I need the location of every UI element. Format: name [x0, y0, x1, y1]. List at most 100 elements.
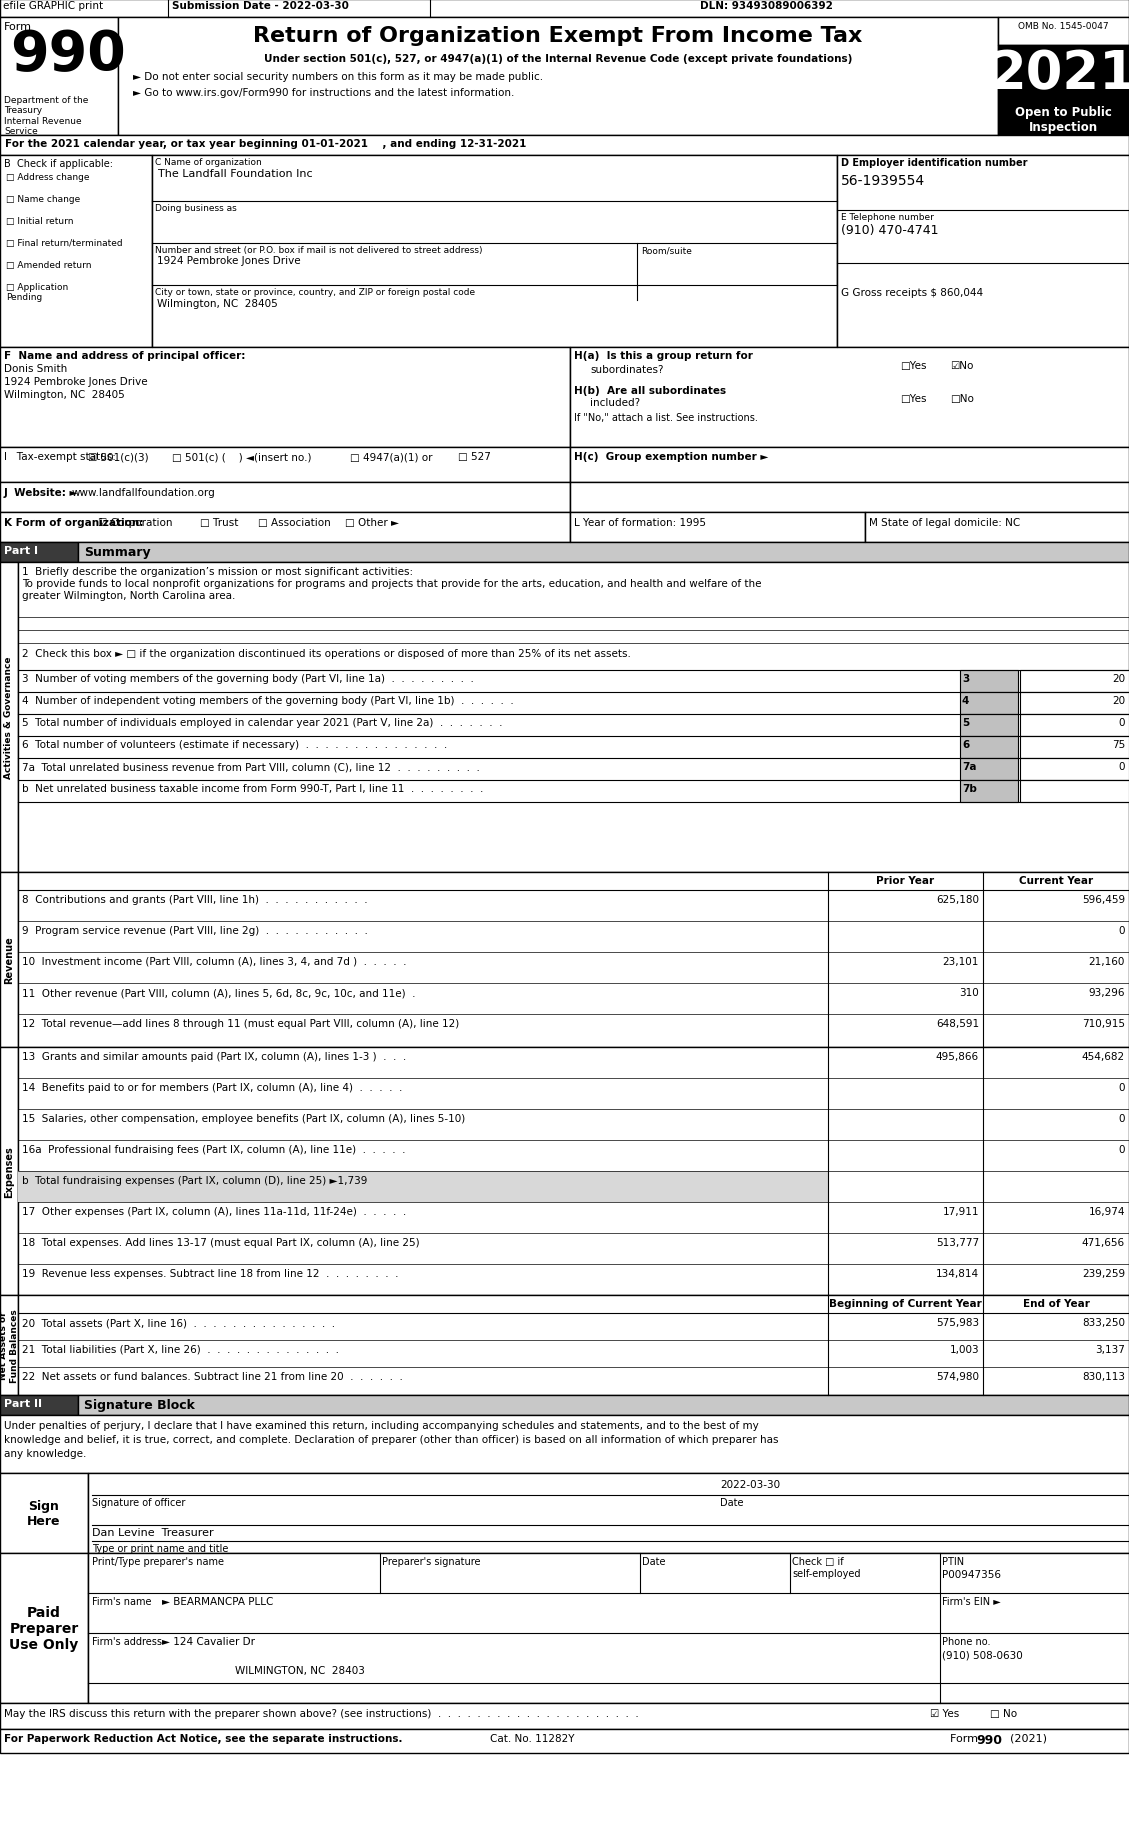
Text: 3,137: 3,137 — [1095, 1345, 1124, 1354]
Text: H(c)  Group exemption number ►: H(c) Group exemption number ► — [574, 452, 769, 461]
Bar — [78, 1394, 1129, 1415]
Text: 11  Other revenue (Part VIII, column (A), lines 5, 6d, 8c, 9c, 10c, and 11e)  .: 11 Other revenue (Part VIII, column (A),… — [21, 988, 415, 997]
Text: K Form of organization:: K Form of organization: — [5, 518, 143, 527]
Text: Department of the
Treasury
Internal Revenue
Service: Department of the Treasury Internal Reve… — [5, 95, 88, 135]
Text: Summary: Summary — [84, 545, 150, 558]
Bar — [570, 348, 1129, 448]
Text: 454,682: 454,682 — [1082, 1052, 1124, 1061]
Text: Cat. No. 11282Y: Cat. No. 11282Y — [490, 1733, 575, 1742]
Text: ► Do not enter social security numbers on this form as it may be made public.: ► Do not enter social security numbers o… — [133, 71, 543, 82]
Bar — [0, 135, 1129, 156]
Text: Under section 501(c), 527, or 4947(a)(1) of the Internal Revenue Code (except pr: Under section 501(c), 527, or 4947(a)(1)… — [264, 53, 852, 64]
Text: 1924 Pembroke Jones Drive: 1924 Pembroke Jones Drive — [5, 377, 148, 386]
Bar — [960, 692, 1018, 714]
Bar — [152, 156, 837, 348]
Text: 1924 Pembroke Jones Drive: 1924 Pembroke Jones Drive — [157, 256, 300, 265]
Text: 20: 20 — [1112, 695, 1124, 706]
Text: I   Tax-exempt status:: I Tax-exempt status: — [5, 452, 116, 461]
Bar — [78, 544, 1129, 562]
Text: Doing business as: Doing business as — [155, 203, 237, 212]
Bar — [570, 512, 865, 544]
Text: 0: 0 — [1119, 926, 1124, 935]
Text: knowledge and belief, it is true, correct, and complete. Declaration of preparer: knowledge and belief, it is true, correc… — [5, 1435, 779, 1444]
Text: □ Other ►: □ Other ► — [345, 518, 399, 527]
Text: □ Trust: □ Trust — [200, 518, 238, 527]
Bar — [0, 512, 570, 544]
Text: Firm's address: Firm's address — [91, 1636, 161, 1647]
Text: Current Year: Current Year — [1019, 875, 1093, 886]
Bar — [960, 714, 1018, 737]
Text: Return of Organization Exempt From Income Tax: Return of Organization Exempt From Incom… — [253, 26, 863, 46]
Text: E Telephone number: E Telephone number — [841, 212, 934, 221]
Text: 16a  Professional fundraising fees (Part IX, column (A), line 11e)  .  .  .  .  : 16a Professional fundraising fees (Part … — [21, 1144, 405, 1155]
Text: □ Application
Pending: □ Application Pending — [6, 284, 68, 302]
Text: 17,911: 17,911 — [943, 1206, 979, 1217]
Bar — [1019, 670, 1129, 692]
Text: 20  Total assets (Part X, line 16)  .  .  .  .  .  .  .  .  .  .  .  .  .  .  .: 20 Total assets (Part X, line 16) . . . … — [21, 1318, 335, 1327]
Text: 1  Briefly describe the organization’s mission or most significant activities:: 1 Briefly describe the organization’s mi… — [21, 567, 413, 576]
Text: H(a)  Is this a group return for: H(a) Is this a group return for — [574, 351, 753, 361]
Text: 3  Number of voting members of the governing body (Part VI, line 1a)  .  .  .  .: 3 Number of voting members of the govern… — [21, 673, 474, 684]
Text: F  Name and address of principal officer:: F Name and address of principal officer: — [5, 351, 245, 361]
Text: 23,101: 23,101 — [943, 957, 979, 966]
Text: Dan Levine  Treasurer: Dan Levine Treasurer — [91, 1528, 213, 1537]
Text: 310: 310 — [960, 988, 979, 997]
Text: □No: □No — [949, 393, 974, 404]
Text: subordinates?: subordinates? — [590, 364, 664, 375]
Bar — [1019, 737, 1129, 759]
Text: Expenses: Expenses — [5, 1146, 14, 1197]
Bar — [1019, 692, 1129, 714]
Text: 2021: 2021 — [989, 48, 1129, 101]
Text: □ 527: □ 527 — [458, 452, 491, 461]
Text: 75: 75 — [1112, 739, 1124, 750]
Text: greater Wilmington, North Carolina area.: greater Wilmington, North Carolina area. — [21, 591, 235, 600]
Text: J  Website: ►: J Website: ► — [5, 489, 79, 498]
Bar — [998, 46, 1129, 135]
Bar — [0, 483, 570, 512]
Text: 6  Total number of volunteers (estimate if necessary)  .  .  .  .  .  .  .  .  .: 6 Total number of volunteers (estimate i… — [21, 739, 447, 750]
Text: PTIN: PTIN — [942, 1556, 964, 1566]
Text: 648,591: 648,591 — [936, 1019, 979, 1028]
Text: 0: 0 — [1119, 1113, 1124, 1124]
Text: ☑No: ☑No — [949, 361, 973, 371]
Bar — [0, 544, 78, 562]
Text: B  Check if applicable:: B Check if applicable: — [5, 159, 113, 168]
Text: 471,656: 471,656 — [1082, 1237, 1124, 1248]
Bar — [0, 1554, 88, 1704]
Text: ☑ Corporation: ☑ Corporation — [98, 518, 173, 527]
Bar — [119, 18, 998, 135]
Bar — [0, 448, 570, 483]
Text: M State of legal domicile: NC: M State of legal domicile: NC — [869, 518, 1021, 527]
Text: Net Assets or
Fund Balances: Net Assets or Fund Balances — [0, 1308, 19, 1382]
Text: 1,003: 1,003 — [949, 1345, 979, 1354]
Bar — [0, 1704, 1129, 1729]
Text: □ Final return/terminated: □ Final return/terminated — [6, 240, 123, 247]
Text: 93,296: 93,296 — [1088, 988, 1124, 997]
Text: □ 501(c) (    ) ◄(insert no.): □ 501(c) ( ) ◄(insert no.) — [172, 452, 312, 461]
Text: Type or print name and title: Type or print name and title — [91, 1543, 228, 1554]
Text: ► BEARMANCPA PLLC: ► BEARMANCPA PLLC — [161, 1596, 273, 1607]
Bar — [88, 1554, 1129, 1704]
Text: Number and street (or P.O. box if mail is not delivered to street address): Number and street (or P.O. box if mail i… — [155, 245, 482, 254]
Bar — [0, 873, 18, 1047]
Text: 7a: 7a — [962, 761, 977, 772]
Text: OMB No. 1545-0047: OMB No. 1545-0047 — [1017, 22, 1109, 31]
Text: efile GRAPHIC print: efile GRAPHIC print — [3, 2, 103, 11]
Text: Preparer's signature: Preparer's signature — [382, 1556, 481, 1566]
Bar — [1019, 714, 1129, 737]
Bar — [0, 18, 119, 135]
Text: 495,866: 495,866 — [936, 1052, 979, 1061]
Bar — [570, 483, 1129, 512]
Text: b  Net unrelated business taxable income from Form 990-T, Part I, line 11  .  . : b Net unrelated business taxable income … — [21, 783, 483, 794]
Text: 833,250: 833,250 — [1082, 1318, 1124, 1327]
Bar — [960, 759, 1018, 781]
Text: 56-1939554: 56-1939554 — [841, 174, 925, 188]
Text: 0: 0 — [1119, 717, 1124, 728]
Text: If "No," attach a list. See instructions.: If "No," attach a list. See instructions… — [574, 414, 758, 423]
Bar — [570, 448, 1129, 483]
Text: 18  Total expenses. Add lines 13-17 (must equal Part IX, column (A), line 25): 18 Total expenses. Add lines 13-17 (must… — [21, 1237, 420, 1248]
Text: To provide funds to local nonprofit organizations for programs and projects that: To provide funds to local nonprofit orga… — [21, 578, 761, 589]
Text: any knowledge.: any knowledge. — [5, 1448, 87, 1459]
Bar — [18, 1171, 828, 1202]
Text: Wilmington, NC  28405: Wilmington, NC 28405 — [157, 298, 278, 309]
